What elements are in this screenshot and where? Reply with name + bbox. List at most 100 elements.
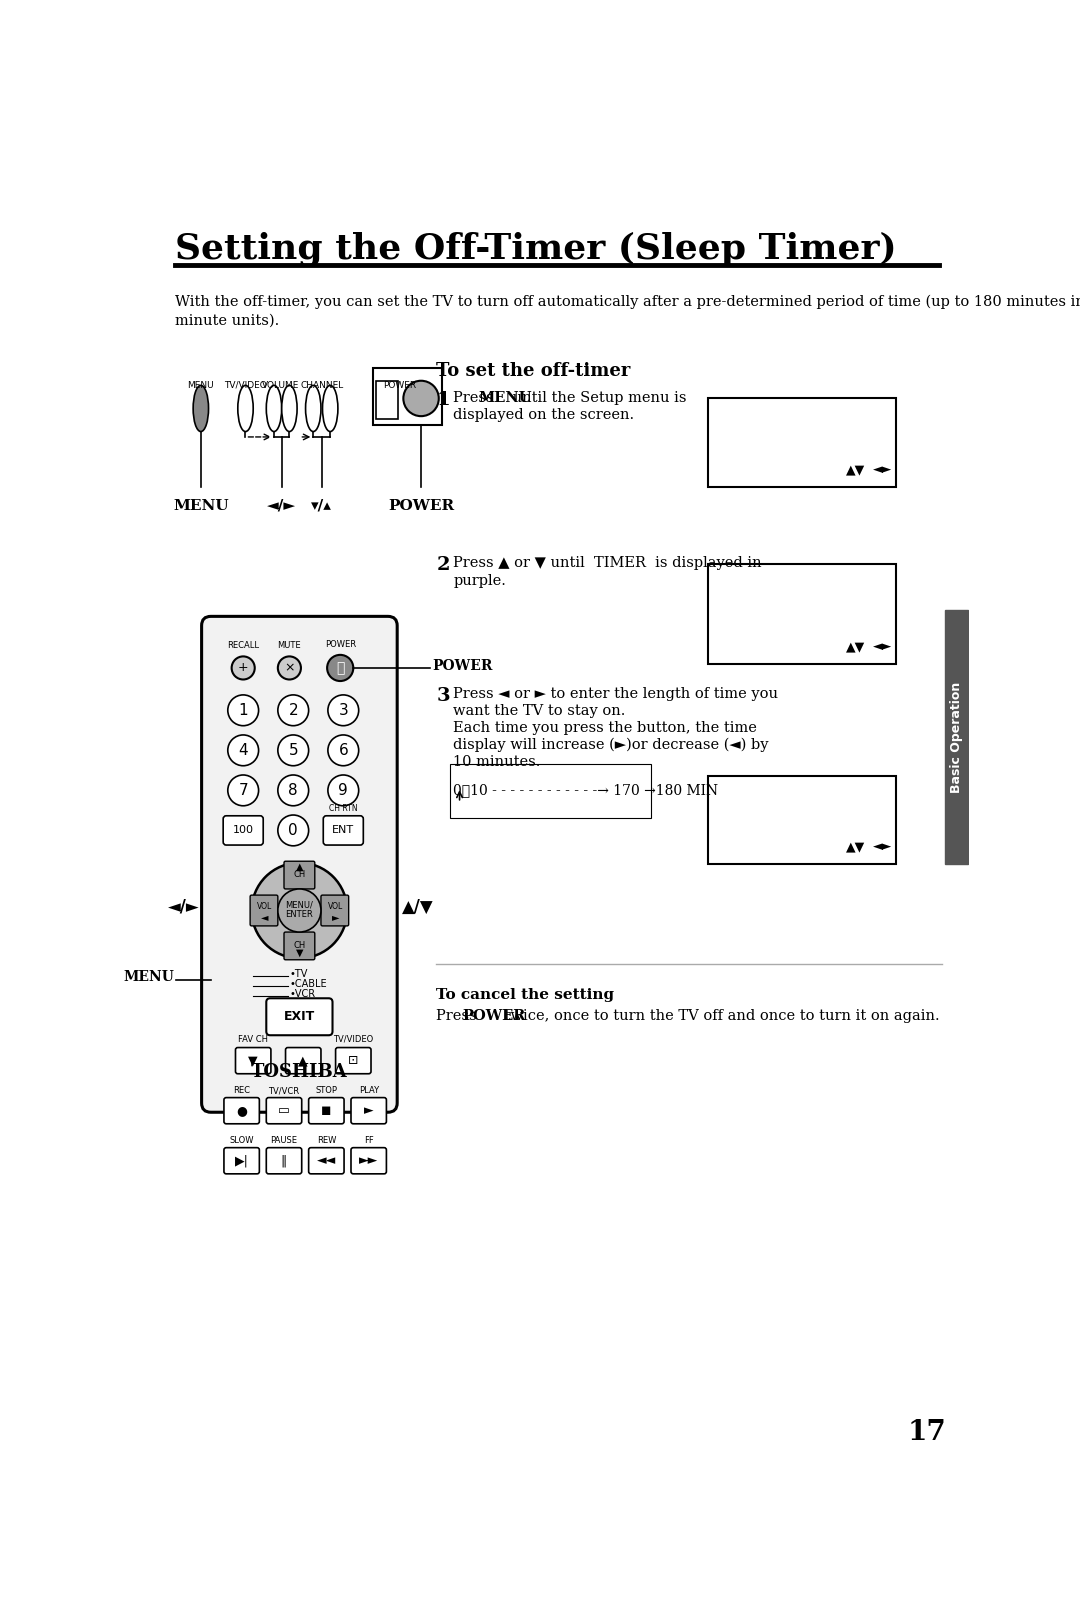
FancyBboxPatch shape	[309, 1098, 345, 1124]
Text: ◄►: ◄►	[873, 640, 892, 653]
Text: ENTER: ENTER	[285, 910, 313, 919]
Text: ►: ►	[364, 1105, 374, 1118]
Text: 1: 1	[239, 703, 248, 718]
Circle shape	[328, 695, 359, 726]
Text: 3: 3	[436, 687, 450, 705]
Text: ◄►: ◄►	[873, 463, 892, 476]
Ellipse shape	[323, 386, 338, 431]
Text: Press: Press	[436, 1009, 482, 1024]
Text: Press: Press	[454, 390, 499, 405]
Text: •CABLE: •CABLE	[289, 978, 327, 988]
FancyBboxPatch shape	[323, 816, 363, 846]
Bar	[707, 399, 896, 488]
Text: ▼: ▼	[296, 948, 303, 957]
Text: 0➒10 - - - - - - - - - - - -→ 170 →180 MIN: 0➒10 - - - - - - - - - - - -→ 170 →180 M…	[454, 784, 718, 797]
Text: ►►: ►►	[359, 1153, 378, 1168]
Ellipse shape	[306, 386, 321, 431]
Text: 0: 0	[288, 823, 298, 838]
Text: REC: REC	[233, 1087, 251, 1095]
Text: ▾/▴: ▾/▴	[311, 499, 333, 512]
Text: ENT: ENT	[333, 826, 354, 836]
FancyBboxPatch shape	[235, 1048, 271, 1074]
Circle shape	[228, 735, 258, 766]
Text: RECALL: RECALL	[227, 642, 259, 650]
Text: MENU: MENU	[188, 381, 214, 390]
Circle shape	[278, 889, 321, 932]
Text: To cancel the setting: To cancel the setting	[436, 988, 615, 1001]
Text: •VCR: •VCR	[289, 988, 315, 998]
Text: CHANNEL: CHANNEL	[301, 381, 345, 390]
Bar	[707, 776, 896, 865]
Text: VOLUME: VOLUME	[261, 381, 299, 390]
Ellipse shape	[238, 386, 253, 431]
Text: 2: 2	[288, 703, 298, 718]
Text: ▲▼: ▲▼	[846, 841, 865, 854]
Text: ▭: ▭	[279, 1105, 289, 1118]
Text: ◄/►: ◄/►	[167, 897, 200, 915]
Circle shape	[327, 654, 353, 680]
Text: minute units).: minute units).	[175, 314, 279, 327]
Bar	[450, 765, 650, 818]
Text: MENU/: MENU/	[285, 901, 313, 909]
Text: 17: 17	[907, 1419, 946, 1445]
Bar	[373, 368, 442, 426]
FancyBboxPatch shape	[284, 931, 314, 959]
Ellipse shape	[267, 386, 282, 431]
Text: POWER: POWER	[325, 640, 355, 648]
Text: 6: 6	[338, 744, 348, 758]
Text: ▲/▼: ▲/▼	[402, 897, 433, 915]
Text: 5: 5	[288, 744, 298, 758]
Text: 3: 3	[338, 703, 348, 718]
Text: 8: 8	[288, 782, 298, 799]
FancyBboxPatch shape	[224, 816, 264, 846]
Text: PLAY: PLAY	[359, 1087, 379, 1095]
Text: ▲▼: ▲▼	[846, 463, 865, 476]
Text: ◼: ◼	[321, 1105, 332, 1118]
Circle shape	[328, 774, 359, 805]
Circle shape	[278, 774, 309, 805]
Text: STOP: STOP	[315, 1087, 337, 1095]
Text: Setting the Off-Timer (Sleep Timer): Setting the Off-Timer (Sleep Timer)	[175, 232, 896, 266]
Ellipse shape	[282, 386, 297, 431]
Circle shape	[252, 863, 347, 959]
FancyBboxPatch shape	[309, 1147, 345, 1174]
Text: displayed on the screen.: displayed on the screen.	[454, 408, 635, 423]
Text: until the Setup menu is: until the Setup menu is	[508, 390, 687, 405]
Text: ◄►: ◄►	[873, 841, 892, 854]
Circle shape	[228, 774, 258, 805]
Text: 7: 7	[239, 782, 248, 799]
Text: ⊡: ⊡	[348, 1055, 359, 1068]
FancyBboxPatch shape	[284, 862, 314, 889]
Text: ◄/►: ◄/►	[267, 499, 296, 512]
Text: POWER: POWER	[462, 1009, 525, 1024]
Text: display will increase (►)or decrease (◄) by: display will increase (►)or decrease (◄)…	[454, 739, 769, 752]
Text: ⏻: ⏻	[336, 661, 345, 676]
Text: •TV: •TV	[289, 969, 308, 978]
Text: VOL: VOL	[257, 902, 272, 910]
Text: MUTE: MUTE	[278, 642, 301, 650]
Text: ●: ●	[237, 1105, 247, 1118]
Text: PAUSE: PAUSE	[270, 1136, 297, 1145]
FancyBboxPatch shape	[267, 1098, 301, 1124]
Text: TOSHIBA: TOSHIBA	[251, 1063, 348, 1081]
FancyBboxPatch shape	[224, 1147, 259, 1174]
Bar	[945, 611, 968, 865]
FancyBboxPatch shape	[267, 998, 333, 1035]
Circle shape	[278, 735, 309, 766]
FancyBboxPatch shape	[224, 1098, 259, 1124]
FancyBboxPatch shape	[336, 1048, 372, 1074]
Text: 9: 9	[338, 782, 348, 799]
Text: ▲: ▲	[296, 862, 303, 872]
Text: Each time you press the button, the time: Each time you press the button, the time	[454, 721, 757, 735]
Text: CH: CH	[294, 941, 306, 949]
Circle shape	[231, 656, 255, 679]
Text: MENU: MENU	[478, 390, 532, 405]
Circle shape	[278, 656, 301, 679]
FancyBboxPatch shape	[267, 1147, 301, 1174]
Text: CH RTN: CH RTN	[329, 804, 357, 813]
Text: POWER: POWER	[383, 381, 416, 390]
Bar	[707, 564, 896, 664]
Text: ▶|: ▶|	[234, 1153, 248, 1168]
Text: POWER: POWER	[433, 659, 492, 672]
Text: EXIT: EXIT	[284, 1011, 315, 1024]
